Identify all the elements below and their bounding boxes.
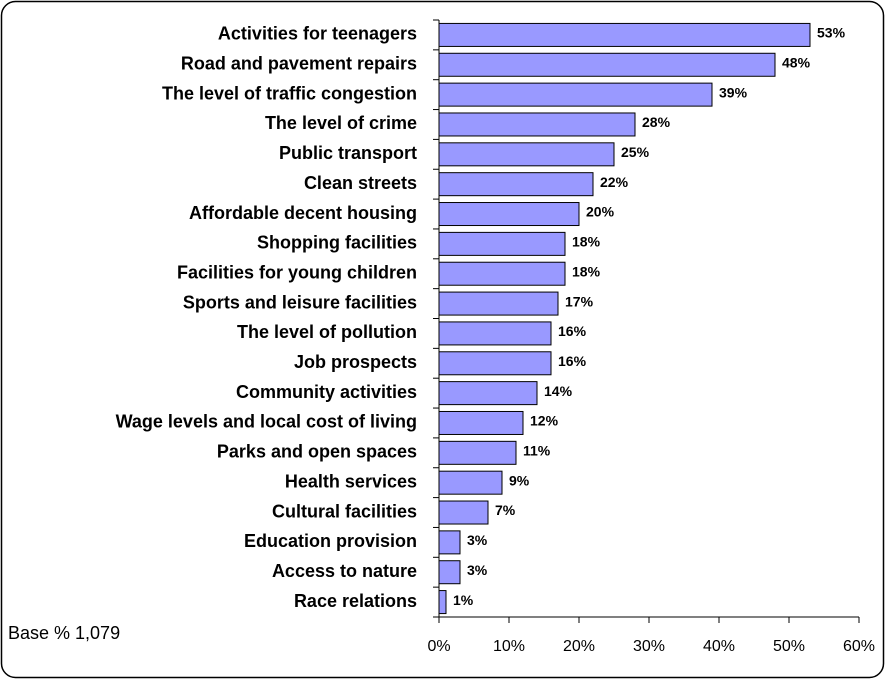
value-label: 28% xyxy=(642,114,671,130)
bar xyxy=(438,22,811,47)
value-label: 9% xyxy=(509,472,530,488)
value-label: 39% xyxy=(719,84,748,100)
y-tick-label: Public transport xyxy=(279,143,417,163)
x-tick-label: 40% xyxy=(703,638,735,655)
y-tick-label: Education provision xyxy=(244,531,417,551)
value-label: 3% xyxy=(467,532,488,548)
y-tick-label: Sports and leisure facilities xyxy=(183,292,417,312)
bar xyxy=(438,82,713,107)
value-label: 18% xyxy=(572,263,601,279)
bar xyxy=(438,142,615,167)
y-tick-label: Wage levels and local cost of living xyxy=(116,412,417,432)
value-label: 25% xyxy=(621,144,650,160)
value-label: 48% xyxy=(782,54,811,70)
bar xyxy=(438,381,538,406)
x-tick-label: 60% xyxy=(843,638,875,655)
value-label: 12% xyxy=(530,413,559,429)
bar xyxy=(438,202,580,227)
bar xyxy=(438,530,461,555)
value-label: 3% xyxy=(467,562,488,578)
y-tick-label: Road and pavement repairs xyxy=(181,54,417,74)
y-tick-label: Facilities for young children xyxy=(177,262,417,282)
value-label: 1% xyxy=(453,592,474,608)
bar xyxy=(438,291,559,316)
value-label: 22% xyxy=(600,174,629,190)
value-label: 16% xyxy=(558,353,587,369)
y-tick-label: Job prospects xyxy=(294,352,417,372)
bar xyxy=(438,470,503,495)
bar xyxy=(438,560,461,585)
y-tick-label: The level of traffic congestion xyxy=(162,83,417,103)
y-tick-label: Activities for teenagers xyxy=(218,24,417,44)
bar xyxy=(438,321,552,346)
x-tick-label: 20% xyxy=(563,638,595,655)
value-label: 7% xyxy=(495,502,516,518)
bar xyxy=(438,112,636,137)
y-tick-label: Shopping facilities xyxy=(257,233,417,253)
x-tick-label: 50% xyxy=(773,638,805,655)
x-tick-label: 10% xyxy=(493,638,525,655)
annotation: Base % 1,079 xyxy=(8,623,120,643)
y-tick-label: Community activities xyxy=(236,382,417,402)
bar xyxy=(438,500,489,525)
y-tick-label: Cultural facilities xyxy=(272,501,417,521)
bar xyxy=(438,590,447,615)
y-tick-label: Health services xyxy=(285,471,417,491)
bar xyxy=(438,410,524,435)
value-label: 53% xyxy=(817,25,846,41)
bar xyxy=(438,261,566,286)
y-tick-label: The level of crime xyxy=(265,113,417,133)
y-tick-label: Affordable decent housing xyxy=(189,203,417,223)
y-tick-label: Access to nature xyxy=(272,561,417,581)
value-label: 20% xyxy=(586,204,615,220)
y-tick-label: The level of pollution xyxy=(237,322,417,342)
value-label: 18% xyxy=(572,234,601,250)
bar xyxy=(438,52,776,77)
bar xyxy=(438,351,552,376)
y-tick-label: Parks and open spaces xyxy=(217,442,417,462)
x-tick-label: 30% xyxy=(633,638,665,655)
bar xyxy=(438,172,594,197)
y-tick-label: Race relations xyxy=(294,591,417,611)
bar xyxy=(438,440,517,465)
y-tick-label: Clean streets xyxy=(304,173,417,193)
x-tick-label: 0% xyxy=(427,638,450,655)
value-label: 14% xyxy=(544,383,573,399)
bar xyxy=(438,231,566,256)
value-label: 11% xyxy=(523,443,551,459)
value-label: 17% xyxy=(565,293,594,309)
value-label: 16% xyxy=(558,323,587,339)
